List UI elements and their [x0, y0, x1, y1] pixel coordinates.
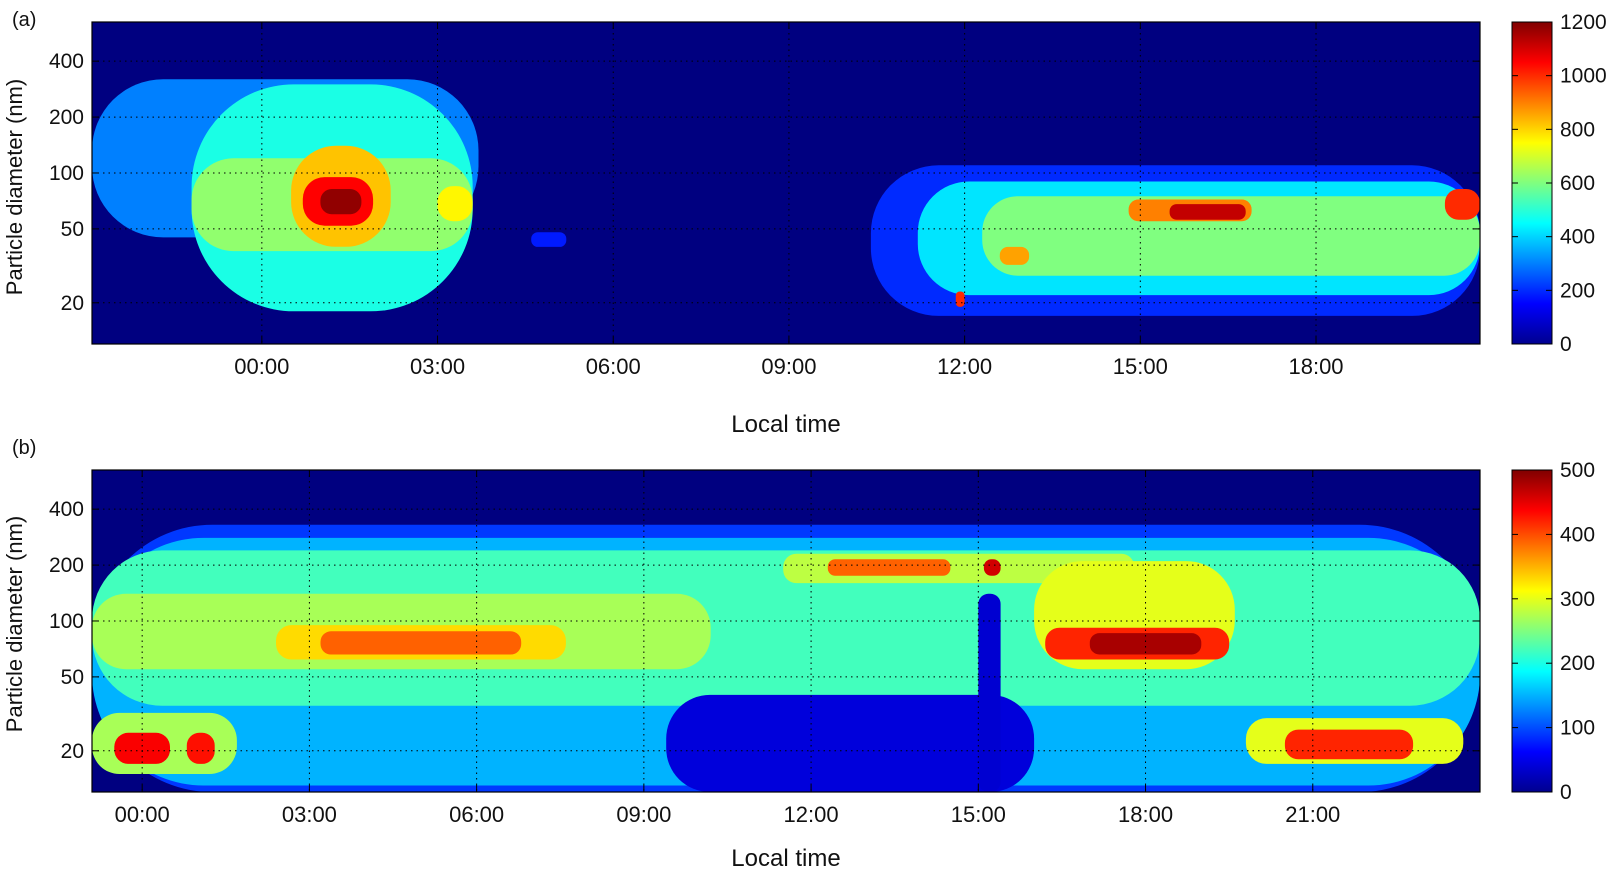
colorbar-tick-label: 0 [1560, 333, 1572, 356]
panel-label-a: (a) [12, 9, 36, 31]
colorbar-tick-label: 600 [1560, 172, 1595, 195]
colorbar-ticks-b: 0 100 200 300 400 500 [1512, 459, 1595, 804]
plot-area-a [92, 22, 1480, 344]
colorbar-tick-label: 200 [1560, 652, 1595, 675]
panel-b: (b) Particle diameter (nm) 20 50 100 200 400… [2, 437, 1595, 872]
y-tick-label: 400 [49, 50, 84, 73]
colorbar-tick-label: 0 [1560, 781, 1572, 804]
x-tick-label: 15:00 [951, 802, 1006, 827]
colorbar-tick-label: 400 [1560, 226, 1595, 249]
x-tick-label: 15:00 [1113, 354, 1168, 379]
ylabel-b: Particle diameter (nm) [2, 516, 27, 732]
x-tick-label: 12:00 [937, 354, 992, 379]
y-tick-label: 20 [61, 292, 84, 315]
heatmap-region [114, 732, 170, 764]
y-tick-label: 100 [49, 162, 84, 185]
heatmap-region [1169, 204, 1246, 220]
heatmap-region [320, 189, 362, 215]
plot-area-b [92, 470, 1480, 792]
plot-frame-b [91, 469, 1481, 793]
colorbar-tick-label: 400 [1560, 523, 1595, 546]
heatmap-region [531, 232, 567, 247]
heatmap-region [955, 291, 965, 307]
y-tick-label: 200 [49, 106, 84, 129]
colorbar-tick-label: 1000 [1560, 65, 1607, 88]
y-tick-label: 400 [49, 498, 84, 521]
colorbar-tick-label: 100 [1560, 717, 1595, 740]
heatmap-region [1284, 729, 1414, 760]
x-tick-label: 03:00 [282, 802, 337, 827]
colorbar-b [1511, 469, 1553, 793]
y-tick-label: 200 [49, 554, 84, 577]
colorbar-tick-label: 200 [1560, 279, 1595, 302]
plot-frame-a [91, 21, 1481, 345]
x-tick-label: 12:00 [784, 802, 839, 827]
heatmap-region [982, 196, 1480, 276]
xlabel-a: Local time [731, 411, 840, 438]
ylabel-a: Particle diameter (nm) [2, 79, 27, 295]
panel-a: (a) Particle diameter (nm) 20 50 100 200 400… [2, 9, 1607, 438]
xlabel-b: Local time [731, 845, 840, 872]
colorbar-tick-label: 500 [1560, 459, 1595, 482]
colorbar-tick-label: 800 [1560, 118, 1595, 141]
x-axis-b: 00:00 03:00 06:00 09:00 12:00 15:00 18:00 21:00 [115, 470, 1340, 827]
x-tick-label: 00:00 [115, 802, 170, 827]
heatmap-region [827, 559, 951, 576]
x-tick-label: 06:00 [586, 354, 641, 379]
grid-a [92, 22, 1480, 344]
x-tick-label: 18:00 [1288, 354, 1343, 379]
y-axis-a: 20 50 100 200 400 [49, 50, 1480, 315]
heatmap-region [978, 593, 1001, 792]
colorbar-tick-label: 300 [1560, 588, 1595, 611]
colorbar-tick-label: 1200 [1560, 11, 1607, 34]
y-tick-label: 100 [49, 610, 84, 633]
panel-label-b: (b) [12, 437, 36, 459]
heatmap-region [320, 631, 522, 655]
x-tick-label: 03:00 [410, 354, 465, 379]
x-tick-label: 18:00 [1118, 802, 1173, 827]
y-axis-b: 20 50 100 200 400 [49, 498, 1480, 763]
x-axis-a: 00:00 03:00 06:00 09:00 12:00 15:00 18:00 [234, 22, 1344, 379]
heatmap-region [1444, 189, 1480, 220]
heatmap-regions-b [92, 524, 1480, 792]
x-tick-label: 09:00 [616, 802, 671, 827]
heatmap-region [437, 186, 473, 222]
heatmap-regions-a [92, 79, 1480, 316]
heatmap-region [983, 559, 1001, 576]
x-tick-label: 21:00 [1285, 802, 1340, 827]
heatmap-region [1089, 633, 1202, 655]
heatmap-region [999, 246, 1030, 265]
y-tick-label: 20 [61, 740, 84, 763]
x-tick-label: 09:00 [761, 354, 816, 379]
y-tick-label: 50 [61, 218, 84, 241]
grid-b [92, 470, 1480, 792]
x-tick-label: 06:00 [449, 802, 504, 827]
heatmap-region [186, 732, 215, 764]
heatmap-region [666, 694, 1035, 792]
y-tick-label: 50 [61, 666, 84, 689]
colorbar-ticks-a: 0 200 400 600 800 1000 1200 [1512, 11, 1607, 356]
x-tick-label: 00:00 [234, 354, 289, 379]
